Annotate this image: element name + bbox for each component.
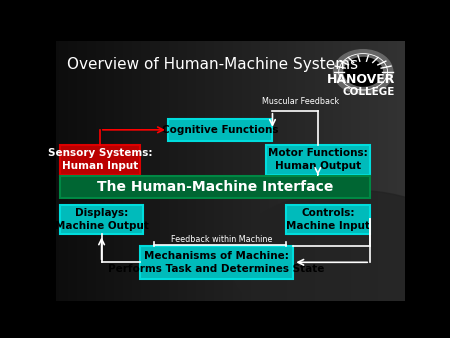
FancyBboxPatch shape (168, 119, 273, 141)
Text: Cognitive Functions: Cognitive Functions (162, 125, 279, 135)
FancyBboxPatch shape (140, 246, 293, 279)
Text: Displays:
Machine Output: Displays: Machine Output (54, 208, 148, 231)
FancyBboxPatch shape (60, 176, 370, 198)
Ellipse shape (230, 190, 450, 333)
Circle shape (333, 50, 393, 94)
Text: Overview of Human-Machine Systems: Overview of Human-Machine Systems (67, 57, 358, 72)
Text: Muscular Feedback: Muscular Feedback (262, 97, 339, 106)
Text: COLLEGE: COLLEGE (342, 88, 395, 97)
FancyBboxPatch shape (60, 145, 140, 175)
Text: Mechanisms of Machine:
Performs Task and Determines State: Mechanisms of Machine: Performs Task and… (108, 251, 325, 274)
Text: Sensory Systems:
Human Input: Sensory Systems: Human Input (48, 148, 152, 171)
Circle shape (344, 57, 382, 86)
FancyBboxPatch shape (287, 204, 370, 235)
Text: Controls:
Machine Input: Controls: Machine Input (286, 208, 370, 231)
Text: Feedback within Machine: Feedback within Machine (171, 235, 273, 244)
Text: Motor Functions:
Human Output: Motor Functions: Human Output (268, 148, 368, 171)
FancyBboxPatch shape (266, 145, 370, 175)
Text: HANOVER: HANOVER (327, 73, 396, 86)
Text: The Human-Machine Interface: The Human-Machine Interface (97, 180, 333, 194)
FancyBboxPatch shape (60, 204, 144, 235)
